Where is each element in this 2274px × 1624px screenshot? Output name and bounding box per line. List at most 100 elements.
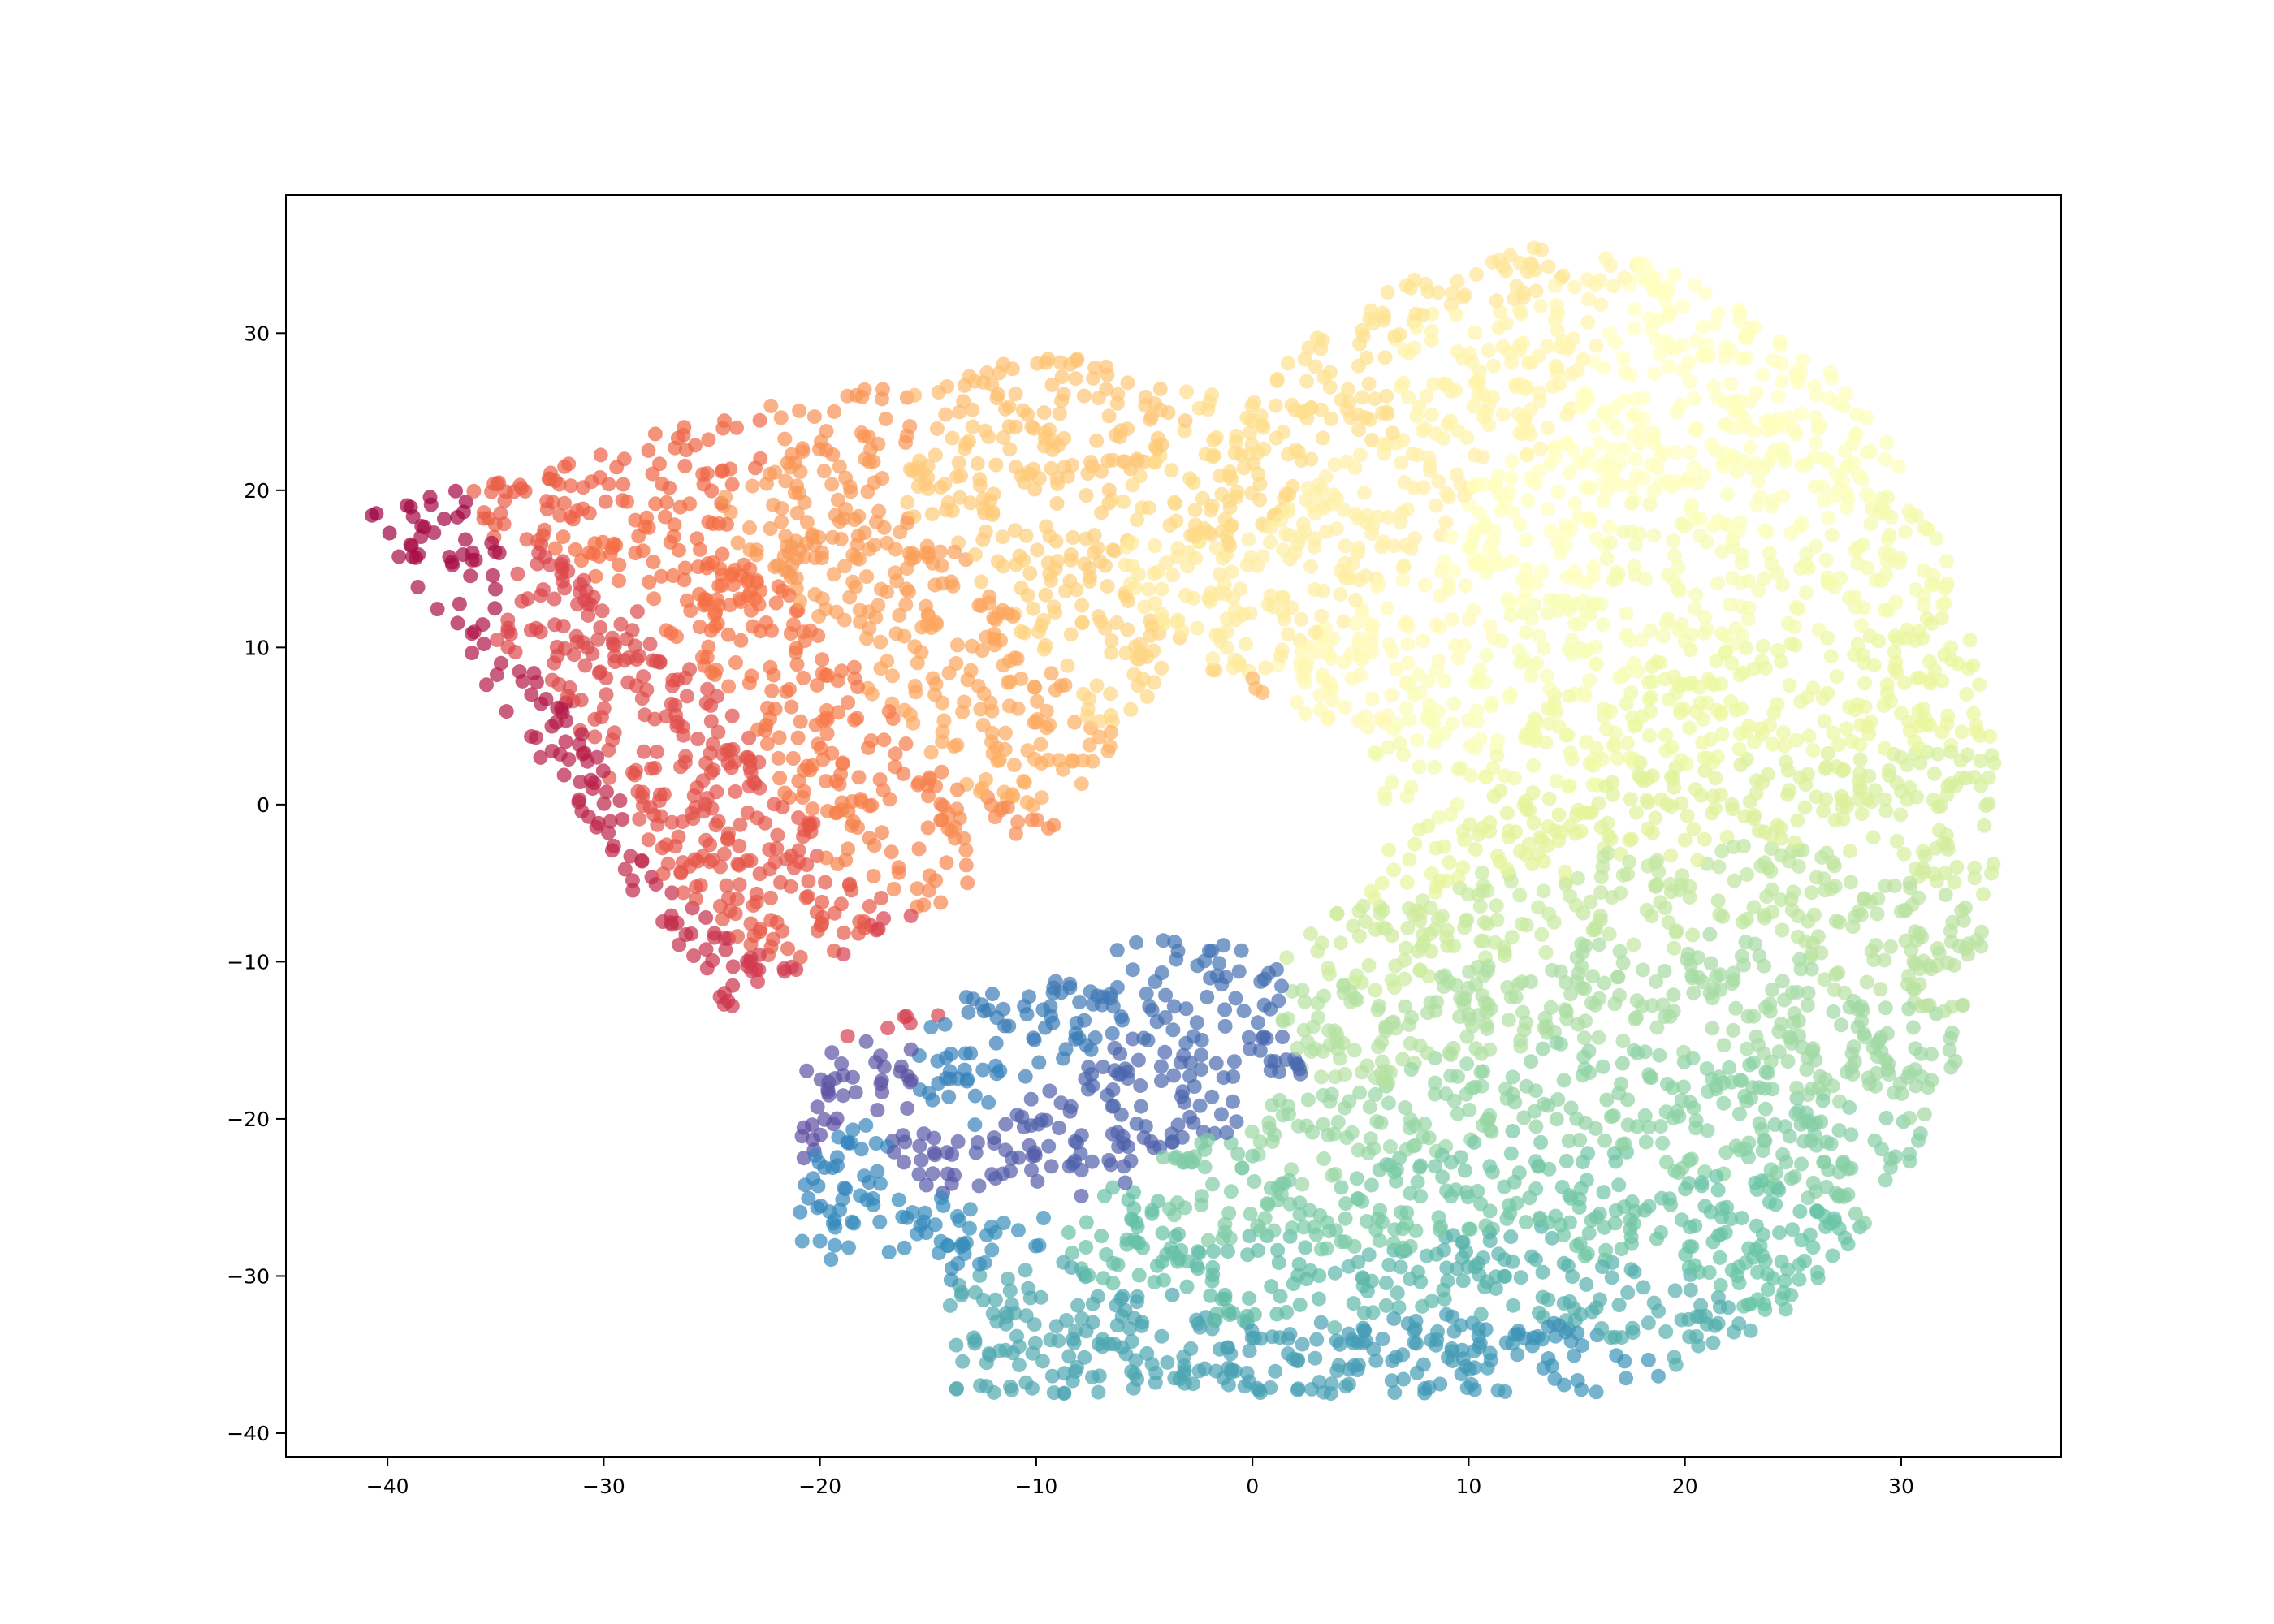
scatter-point [1204,1089,1220,1104]
scatter-point [1386,538,1402,554]
scatter-point [963,495,978,511]
scatter-point [1255,685,1270,700]
scatter-point [1325,693,1340,708]
scatter-point [1606,279,1621,294]
scatter-point [1966,706,1982,721]
scatter-point [1282,1173,1297,1188]
scatter-point [692,586,707,602]
scatter-point [1205,1260,1221,1275]
scatter-point [1720,486,1736,502]
scatter-point [1727,1324,1741,1340]
scatter-point [1725,801,1740,817]
scatter-point [1937,866,1952,881]
scatter-point [1381,740,1395,755]
scatter-point [484,535,499,551]
scatter-point [1565,646,1580,662]
scatter-point [772,730,787,745]
scatter-point [899,428,914,443]
scatter-point [1503,1229,1519,1245]
scatter-point [1567,564,1582,580]
scatter-point [1514,306,1529,322]
scatter-point [1000,675,1015,690]
scatter-point [1576,1155,1590,1169]
scatter-point [1673,753,1688,768]
scatter-point [1226,590,1241,606]
scatter-point [1022,565,1038,581]
scatter-point [1882,762,1896,778]
scatter-point [686,948,702,964]
scatter-point [1643,456,1658,472]
scatter-point [1641,821,1656,836]
scatter-point [824,1252,839,1268]
scatter-point [1236,1004,1252,1019]
scatter-point [1570,870,1585,886]
scatter-point [1303,926,1318,942]
scatter-point [1417,1385,1433,1401]
scatter-point [1603,1330,1619,1345]
scatter-point [974,574,989,590]
scatter-point [1028,1238,1044,1254]
scatter-point [623,849,638,864]
scatter-point [1548,358,1563,374]
scatter-point [1413,1158,1429,1173]
scatter-point [1688,602,1703,616]
scatter-point [1788,732,1804,748]
scatter-point [642,637,658,652]
scatter-point [1194,1047,1209,1063]
scatter-point [953,468,969,483]
scatter-point [1245,671,1260,686]
scatter-point [967,546,983,562]
scatter-point [1263,1063,1278,1078]
scatter-point [1258,660,1273,676]
scatter-point [907,639,923,654]
scatter-point [1316,1116,1331,1132]
scatter-point [1531,628,1546,644]
scatter-point [1943,745,1959,760]
scatter-point [1541,1292,1556,1307]
scatter-point [1351,358,1366,374]
scatter-point [911,841,927,857]
scatter-point [1511,406,1526,421]
scatter-point [1889,833,1904,849]
scatter-point [1512,888,1528,903]
scatter-point [1854,618,1870,633]
scatter-point [1187,503,1203,517]
scatter-point [972,1268,988,1283]
scatter-point [867,538,882,553]
scatter-point [869,514,884,529]
scatter-point [1476,914,1492,930]
scatter-point [1589,1300,1604,1315]
scatter-point [1186,590,1201,606]
scatter-point [1792,952,1807,967]
scatter-point [1381,1095,1396,1111]
scatter-point [1877,952,1892,968]
scatter-point [1604,890,1619,905]
scatter-point [868,1136,884,1151]
scatter-point [1009,1108,1025,1123]
scatter-point [630,784,646,799]
scatter-point [1018,1069,1033,1084]
scatter-point [1655,997,1671,1013]
scatter-point [1356,1305,1372,1320]
scatter-point [1926,866,1942,882]
scatter-point [493,655,508,671]
scatter-point [1792,1203,1808,1219]
scatter-point [1358,568,1373,584]
scatter-point [1749,1029,1764,1044]
scatter-point [1185,1376,1200,1392]
scatter-point [1214,486,1230,502]
scatter-point [1593,435,1608,451]
scatter-point [920,481,936,496]
scatter-point [1593,597,1609,611]
scatter-point [1089,433,1105,448]
scatter-point [1100,579,1115,594]
scatter-point [1840,1237,1856,1252]
scatter-point [1512,425,1528,441]
scatter-point [1027,421,1041,436]
scatter-point [1429,1332,1445,1347]
scatter-point [1780,1054,1796,1069]
scatter-point [967,1088,983,1104]
scatter-point [655,866,671,882]
scatter-point [954,1285,970,1300]
scatter-point [1900,1069,1915,1085]
